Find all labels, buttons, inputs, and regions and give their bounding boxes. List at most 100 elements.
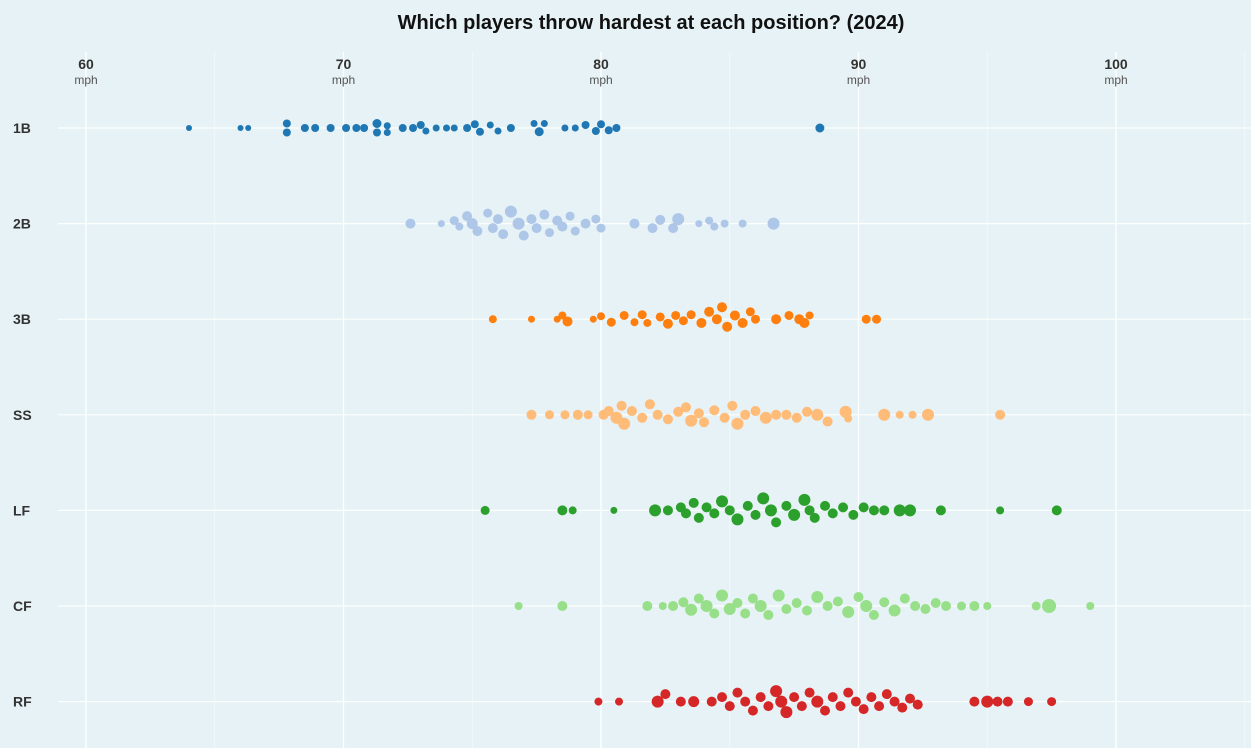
player-dot [649,504,662,517]
player-dot [558,311,567,320]
row-label: LF [13,502,31,518]
player-dot [912,699,923,710]
player-dot [651,695,664,708]
player-dot [475,127,484,136]
player-dot [920,604,931,614]
player-dot [597,120,605,129]
player-dot [889,696,900,707]
player-dot [512,217,525,230]
player-dot [811,591,824,603]
player-dot [716,495,729,508]
player-dot [957,601,966,611]
player-dot [668,223,679,234]
player-dot [637,412,648,423]
player-dot [630,318,639,327]
player-dot [1031,601,1041,611]
player-dot [629,218,640,229]
x-tick-unit: mph [589,73,612,87]
x-tick-unit: mph [847,73,870,87]
player-dot [539,209,550,220]
player-dot [764,504,777,517]
player-dot [372,119,382,128]
player-dot [709,608,720,619]
player-dot [437,220,445,228]
player-dot [832,596,843,607]
player-dot [615,697,624,706]
row-label: RF [13,694,32,710]
player-dot [775,695,788,708]
grid [85,52,1246,748]
player-dot [872,314,882,324]
player-dot [526,409,537,420]
player-dot [740,608,751,619]
player-dot [757,492,770,505]
player-dot [466,218,478,230]
player-dot [637,310,647,320]
player-dot [717,302,728,313]
player-dot [738,219,747,228]
player-dot [557,601,568,611]
player-dot [463,124,472,132]
player-dot [432,124,440,132]
player-dot [480,505,490,515]
player-dot [658,602,667,610]
player-dot [858,704,869,715]
player-dot [455,222,464,231]
player-dot [704,306,715,317]
player-dot [655,312,665,322]
player-dot [709,405,720,416]
player-dot [922,408,935,421]
player-dot [802,406,812,417]
player-dot [186,125,192,131]
player-dot [678,316,688,326]
player-dot [893,504,906,517]
player-dot [772,589,785,602]
player-dot [612,124,621,132]
player-dot [693,512,704,523]
player-dot [724,505,735,516]
player-dot [680,402,691,413]
player-dot [751,314,760,324]
player-dot [610,506,618,514]
player-dot [540,120,548,127]
chart-title: Which players throw hardest at each posi… [398,12,905,34]
player-dot [372,128,381,137]
player-dot [791,598,802,608]
player-dot [282,128,291,137]
player-dot [815,123,825,133]
player-dot [850,696,861,707]
player-dot [383,122,391,130]
player-dot [282,119,291,128]
player-dot [493,214,503,225]
player-dot [416,121,425,129]
player-dots [186,119,1095,719]
player-dot [494,127,502,135]
player-dot [693,408,704,419]
player-dot [597,312,605,321]
x-tick-label: 60 [78,56,94,72]
x-tick-label: 80 [593,56,609,72]
player-dot [941,601,952,611]
player-dot [860,600,873,612]
player-dot [935,505,946,516]
row-label: CF [13,598,32,614]
player-dot [603,406,614,417]
player-dot [750,509,761,520]
player-dot [842,606,855,618]
player-dot [804,505,815,516]
player-dot [992,696,1003,707]
player-dot [969,696,980,707]
player-dot [729,310,740,321]
player-dot [798,493,811,506]
player-dot [526,214,537,225]
player-dot [591,127,600,135]
player-dot [443,124,450,132]
player-dot [767,217,780,230]
player-dot [861,314,871,324]
player-dot [771,517,782,528]
player-dot [905,693,915,704]
player-dot [580,218,591,229]
player-dot [383,129,391,136]
player-dot [732,687,743,698]
player-dot [731,417,744,430]
